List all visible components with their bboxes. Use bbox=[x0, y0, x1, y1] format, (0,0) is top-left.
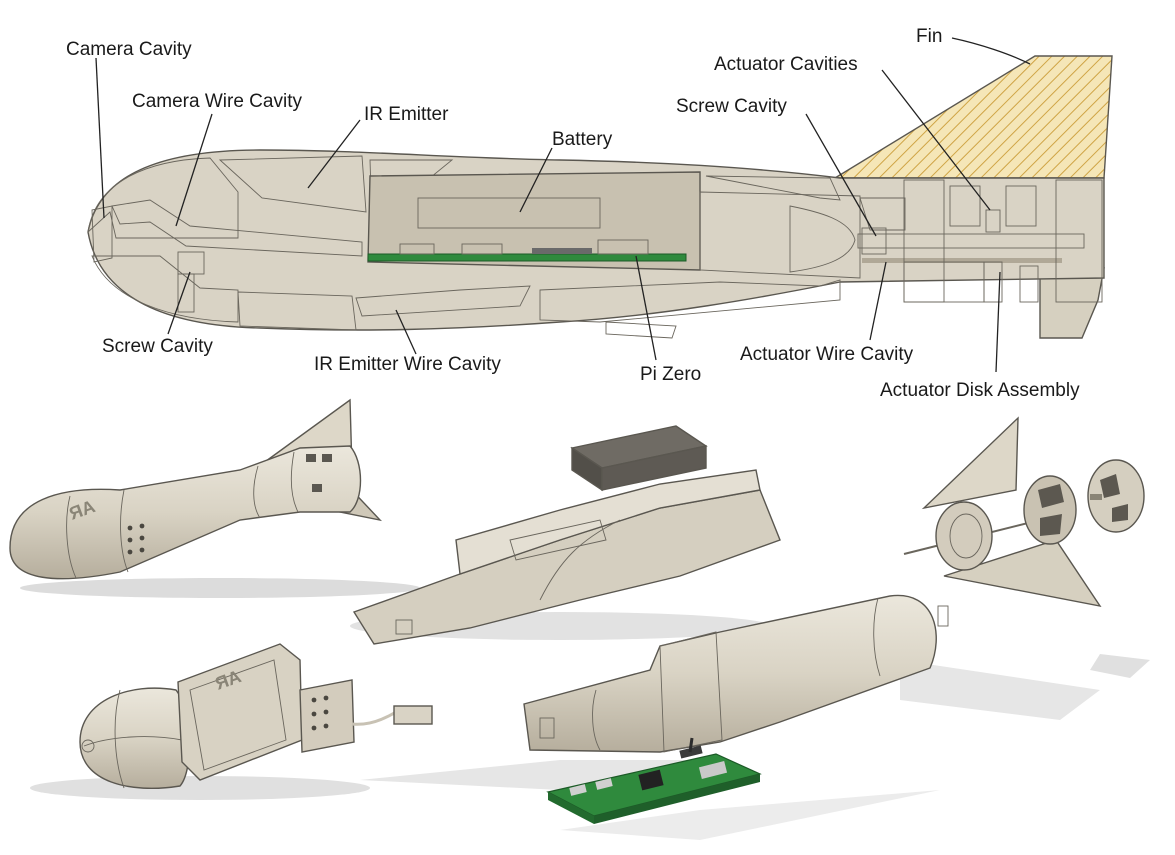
camera-cavity-shape bbox=[91, 205, 113, 263]
tail-fin-top bbox=[921, 416, 1019, 510]
label-pi-zero: Pi Zero bbox=[640, 364, 701, 385]
tail-cone-inner bbox=[789, 205, 856, 273]
pink-emitter-tab bbox=[605, 321, 677, 339]
front-screw-shaft bbox=[177, 273, 195, 313]
tail-fin-bottom bbox=[943, 539, 1102, 608]
exploded-nose: ЯA bbox=[30, 643, 433, 800]
pi-zero-board bbox=[367, 253, 687, 262]
label-screw-cavity-front: Screw Cavity bbox=[102, 336, 213, 357]
pcb-chip-1 bbox=[399, 243, 435, 255]
battery-block bbox=[417, 197, 601, 229]
assembled-shadow bbox=[20, 578, 420, 598]
nose-hatch bbox=[87, 157, 239, 239]
assembled-vent-3 bbox=[312, 484, 322, 492]
pink-hatch-right bbox=[705, 175, 841, 201]
actuator-disk-2 bbox=[1019, 265, 1039, 303]
assembled-body bbox=[9, 445, 362, 580]
nose-collar-part bbox=[177, 643, 303, 781]
assembled-vent-2 bbox=[322, 454, 332, 462]
label-actuator-cavities: Actuator Cavities bbox=[714, 54, 858, 75]
actuator-disk-3 bbox=[985, 209, 1001, 233]
ir-emitter-part bbox=[393, 705, 433, 725]
exploded-main-body bbox=[360, 594, 1150, 840]
cross-section-view bbox=[87, 55, 1113, 339]
label-camera-wire-cavity: Camera Wire Cavity bbox=[132, 91, 302, 112]
label-battery: Battery bbox=[552, 129, 613, 150]
label-fin: Fin bbox=[916, 26, 942, 47]
label-ir-emitter-wire-cavity: IR Emitter Wire Cavity bbox=[314, 354, 501, 375]
actuator-disk-part bbox=[1023, 475, 1077, 545]
actuator-wire-line bbox=[862, 258, 1062, 263]
camera-wire-channel bbox=[111, 199, 363, 257]
tail-housing bbox=[935, 501, 993, 571]
actuator-yellow-lower bbox=[903, 261, 985, 303]
label-screw-cavity-rear: Screw Cavity bbox=[676, 96, 787, 117]
inner-sled bbox=[350, 469, 781, 645]
callout-labels: Camera Cavity Camera Wire Cavity IR Emit… bbox=[66, 26, 1080, 401]
nose-hatch-lower bbox=[91, 255, 239, 323]
actuator-cavity-1 bbox=[949, 185, 981, 227]
assembled-vent-1 bbox=[306, 454, 316, 462]
assembled-missile: ЯA bbox=[9, 398, 420, 598]
label-actuator-disk-assembly: Actuator Disk Assembly bbox=[880, 380, 1080, 401]
rear-screw-head bbox=[861, 227, 887, 255]
label-actuator-wire-cavity: Actuator Wire Cavity bbox=[740, 344, 914, 365]
rear-rod bbox=[857, 233, 1085, 249]
ir-wire-channel bbox=[355, 285, 531, 317]
tail-cone-cavity bbox=[699, 191, 861, 279]
leader-lines bbox=[95, 37, 1031, 373]
pcb-chip-3 bbox=[532, 248, 592, 254]
main-body-part bbox=[523, 594, 937, 753]
pink-hatch-mid bbox=[539, 279, 841, 323]
actuator-cavity-2 bbox=[1005, 185, 1037, 227]
pcb-chip-2 bbox=[461, 243, 503, 255]
actuator-housing-red bbox=[1055, 179, 1103, 303]
assembled-screw-holes bbox=[127, 523, 145, 555]
label-ir-emitter: IR Emitter bbox=[364, 104, 449, 125]
pcb-chip-4 bbox=[597, 239, 649, 255]
exploded-tail bbox=[903, 416, 1145, 608]
battery-part bbox=[570, 425, 708, 492]
fin-section bbox=[832, 55, 1113, 179]
pink-hatch-upper bbox=[218, 155, 367, 213]
label-camera-cavity: Camera Cavity bbox=[66, 39, 192, 60]
pink-hatch-lower bbox=[237, 291, 357, 331]
rear-cap-part bbox=[1087, 459, 1145, 533]
